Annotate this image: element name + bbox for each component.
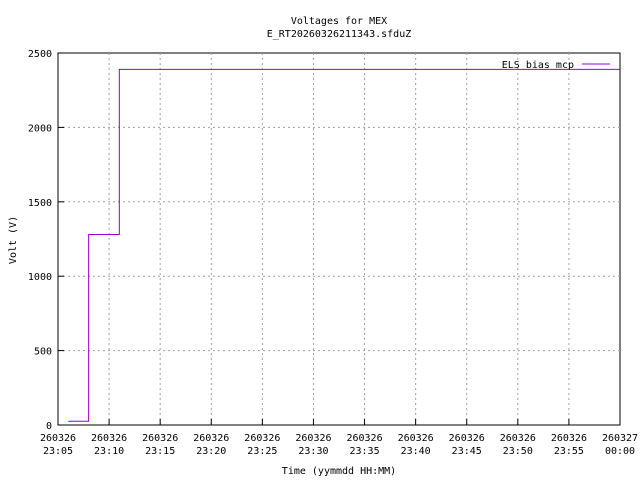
data-line <box>68 68 620 422</box>
chart-subtitle: E_RT20260326211343.sfduZ <box>267 29 412 40</box>
y-tick-label: 0 <box>46 421 52 432</box>
chart-title: Voltages for MEX <box>291 16 387 27</box>
y-tick-label: 500 <box>34 347 52 358</box>
x-tick-label: 260326 23:10 <box>91 433 127 457</box>
x-tick-label: 260326 23:50 <box>500 433 536 457</box>
x-tick-label: 260326 23:25 <box>244 433 280 457</box>
x-axis-label: Time (yymmdd HH:MM) <box>282 466 396 477</box>
legend-label: ELS bias mcp <box>502 60 574 71</box>
y-tick-label: 1500 <box>28 198 52 209</box>
x-tick-label: 260326 23:20 <box>193 433 229 457</box>
y-tick-label: 2500 <box>28 49 52 60</box>
x-tick-label: 260327 00:00 <box>602 433 638 457</box>
y-tick-label: 2000 <box>28 123 52 134</box>
y-axis-label: Volt (V) <box>8 216 19 264</box>
x-tick-label: 260326 23:05 <box>40 433 76 457</box>
y-tick-label: 1000 <box>28 272 52 283</box>
x-tick-label: 260326 23:30 <box>295 433 331 457</box>
x-tick-label: 260326 23:15 <box>142 433 178 457</box>
x-tick-label: 260326 23:40 <box>398 433 434 457</box>
x-tick-label: 260326 23:35 <box>346 433 382 457</box>
x-tick-label: 260326 23:45 <box>449 433 485 457</box>
x-tick-label: 260326 23:55 <box>551 433 587 457</box>
plot-frame <box>57 52 621 426</box>
